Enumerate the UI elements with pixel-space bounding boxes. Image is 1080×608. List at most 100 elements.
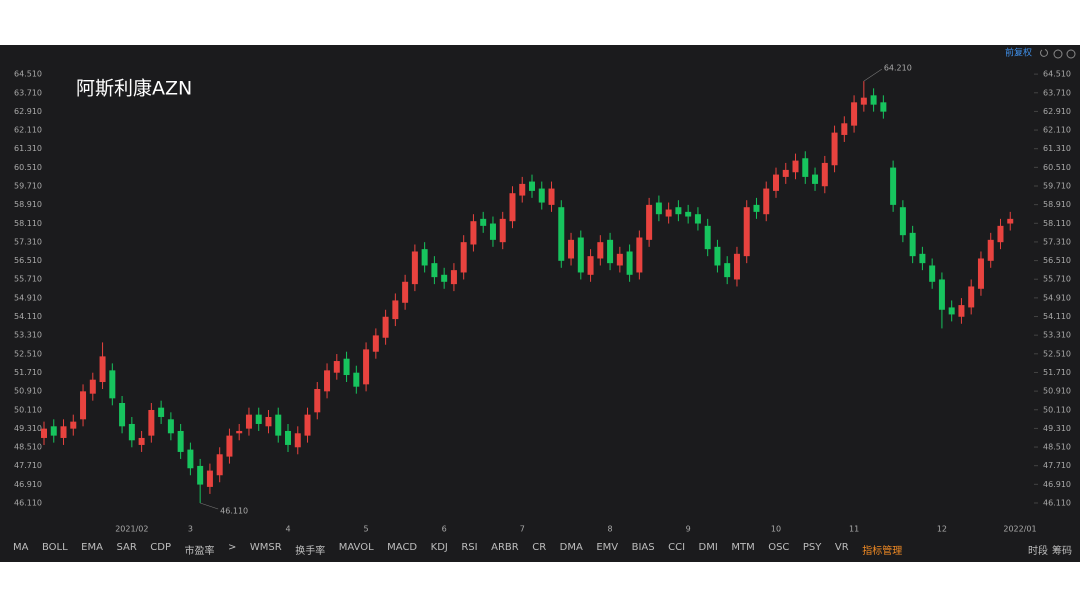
indicator-button[interactable]: KDJ: [430, 542, 448, 553]
indicator-button[interactable]: MTM: [731, 542, 755, 553]
indicator-button[interactable]: 指标管理: [862, 546, 903, 557]
indicator-button[interactable]: CCI: [668, 542, 686, 553]
indicator-button[interactable]: 换手率: [295, 546, 326, 557]
candle-body: [753, 204, 760, 212]
indicator-button[interactable]: BOLL: [41, 542, 68, 553]
candle-body: [665, 209, 672, 217]
candle-body: [548, 188, 555, 205]
indicator-button[interactable]: MA: [13, 542, 29, 553]
x-tick-label: 2022/01: [1003, 525, 1036, 534]
indicator-button[interactable]: CDP: [150, 542, 172, 553]
y-tick-label: 64.510: [14, 70, 42, 79]
y-tick-label-right: 46.110: [1043, 498, 1071, 507]
candle-body: [460, 242, 467, 273]
candle-body: [470, 221, 477, 245]
y-tick-label: 62.910: [14, 107, 42, 116]
y-tick-label: 47.710: [14, 461, 42, 470]
y-tick-label: 58.910: [14, 200, 42, 209]
y-tick-label-right: 59.710: [1043, 181, 1071, 190]
candle-body: [802, 158, 809, 177]
indicator-button[interactable]: MAVOL: [338, 542, 374, 553]
y-tick-label-right: 63.710: [1043, 88, 1071, 97]
x-tick-label: 5: [364, 525, 369, 534]
chart-title: 阿斯利康AZN: [76, 78, 192, 100]
y-tick-label-right: 53.310: [1043, 331, 1071, 340]
indicator-button[interactable]: >: [228, 542, 237, 553]
indicator-button[interactable]: WMSR: [249, 542, 282, 553]
y-tick-label-right: 48.510: [1043, 443, 1071, 452]
x-tick-label: 2021/02: [115, 525, 148, 534]
y-tick-label: 60.510: [14, 163, 42, 172]
candle-body: [519, 183, 526, 196]
candle-body: [733, 253, 740, 280]
y-tick-label: 48.510: [14, 443, 42, 452]
candle-body: [363, 349, 370, 385]
chart-panel: 阿斯利康AZN 前复权 46.110 46.110 46.910 46.910 47.7…: [0, 45, 1080, 562]
candle-body: [294, 433, 301, 448]
y-tick-label-right: 52.510: [1043, 349, 1071, 358]
candle-body: [265, 416, 272, 427]
indicator-button[interactable]: MACD: [387, 542, 418, 553]
indicator-button[interactable]: DMI: [698, 542, 718, 553]
candle-body: [997, 225, 1004, 243]
y-tick-label-right: 62.910: [1043, 107, 1071, 116]
toolbar-right-button[interactable]: 筹码: [1052, 546, 1072, 557]
y-tick-label-right: 54.910: [1043, 293, 1071, 302]
candle-body: [353, 372, 360, 387]
candle-body: [929, 265, 936, 282]
y-tick-label: 57.310: [14, 237, 42, 246]
candle-body: [304, 414, 311, 436]
indicator-button[interactable]: RSI: [461, 542, 478, 553]
candle-body: [245, 414, 252, 429]
candle-body: [206, 470, 213, 487]
indicator-button[interactable]: ARBR: [491, 542, 519, 553]
candle-body: [421, 249, 428, 266]
candle-body: [597, 242, 604, 259]
annotation-line: [200, 502, 219, 510]
adjust-button[interactable]: 前复权: [1005, 47, 1032, 59]
candle-body: [558, 207, 565, 261]
candle-body: [285, 430, 291, 445]
y-tick-label: 50.910: [14, 387, 42, 396]
candle-body: [89, 379, 96, 394]
candle-body: [724, 263, 731, 278]
candle-body: [919, 253, 926, 264]
indicator-button[interactable]: VR: [834, 542, 849, 553]
candle-body: [343, 358, 350, 376]
candle-body: [324, 370, 331, 392]
y-tick-label: 53.310: [14, 331, 42, 340]
candle-body: [704, 225, 711, 250]
indicator-button[interactable]: EMV: [596, 542, 619, 553]
indicator-button[interactable]: EMA: [81, 542, 103, 553]
candle-body: [538, 188, 545, 203]
zoom-out-icon[interactable]: [1053, 49, 1063, 59]
candle-body: [480, 218, 487, 226]
x-tick-label: 4: [285, 525, 290, 534]
candle-body: [812, 174, 819, 184]
candle-body: [489, 223, 496, 240]
indicator-button[interactable]: BIAS: [631, 542, 655, 553]
indicator-button[interactable]: CR: [532, 542, 547, 553]
candle-body: [333, 361, 340, 373]
x-tick-label: 7: [520, 525, 525, 534]
x-tick-label: 3: [188, 525, 193, 534]
candle-body: [60, 426, 67, 438]
toolbar-right-button[interactable]: 时段: [1028, 546, 1048, 557]
indicator-button[interactable]: OSC: [768, 542, 790, 553]
y-tick-label: 56.510: [14, 256, 42, 265]
candle-body: [675, 207, 682, 215]
candle-body: [509, 193, 516, 222]
indicator-button[interactable]: 市盈率: [184, 546, 215, 557]
y-tick-label-right: 51.710: [1043, 368, 1071, 377]
reset-icon[interactable]: [1040, 49, 1049, 57]
candle-body: [977, 258, 984, 289]
indicator-button[interactable]: DMA: [559, 542, 583, 553]
zoom-in-icon[interactable]: [1066, 49, 1076, 59]
candle-body: [41, 428, 47, 438]
candle-body: [587, 256, 594, 275]
indicator-button[interactable]: PSY: [802, 542, 822, 553]
candle-body: [382, 316, 389, 338]
y-tick-label: 50.110: [14, 405, 42, 414]
candle-body: [607, 239, 614, 264]
indicator-button[interactable]: SAR: [116, 542, 137, 553]
